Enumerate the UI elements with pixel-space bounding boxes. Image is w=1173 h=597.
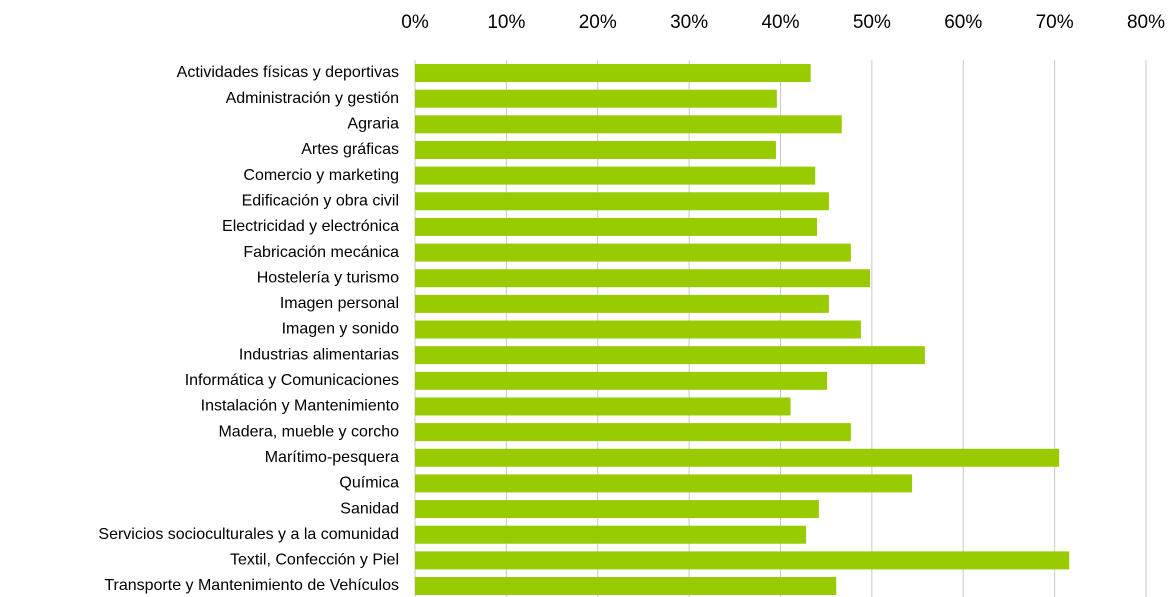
y-tick-label: Comercio y marketing bbox=[243, 167, 399, 184]
y-tick-label: Artes gráficas bbox=[301, 141, 399, 158]
x-tick-label: 0% bbox=[401, 12, 429, 33]
y-tick-label: Imagen personal bbox=[280, 295, 399, 312]
x-tick-label: 70% bbox=[1036, 12, 1074, 33]
y-tick-label: Madera, mueble y corcho bbox=[218, 423, 399, 440]
x-tick-label: 20% bbox=[579, 12, 617, 33]
bar bbox=[415, 192, 829, 211]
bar bbox=[415, 320, 861, 339]
bar bbox=[415, 243, 851, 262]
y-tick-label: Fabricación mecánica bbox=[243, 244, 399, 261]
y-tick-label: Marítimo-pesquera bbox=[265, 449, 399, 466]
bar bbox=[415, 89, 777, 108]
bar bbox=[415, 525, 807, 544]
y-tick-label: Industrias alimentarias bbox=[239, 346, 399, 363]
y-tick-label: Agraria bbox=[347, 116, 399, 133]
y-tick-label: Actividades físicas y deportivas bbox=[177, 64, 399, 81]
x-tick-label: 60% bbox=[944, 12, 982, 33]
y-tick-label: Servicios socioculturales y a la comunid… bbox=[98, 526, 399, 543]
bar bbox=[415, 217, 818, 236]
y-tick-label: Hostelería y turismo bbox=[257, 269, 399, 286]
y-tick-label: Imagen y sonido bbox=[282, 321, 400, 338]
bar bbox=[415, 551, 1070, 570]
bar bbox=[415, 269, 871, 288]
y-tick-label: Informática y Comunicaciones bbox=[185, 372, 399, 389]
bar bbox=[415, 577, 837, 596]
y-tick-label: Textil, Confección y Piel bbox=[230, 552, 399, 569]
y-tick-label: Electricidad y electrónica bbox=[222, 218, 399, 235]
bar bbox=[415, 448, 1060, 467]
y-tick-label: Sanidad bbox=[340, 500, 399, 517]
x-tick-label: 80% bbox=[1127, 12, 1165, 33]
y-tick-label: Edificación y obra civil bbox=[242, 192, 399, 209]
y-tick-label: Instalación y Mantenimiento bbox=[201, 398, 399, 415]
bar bbox=[415, 474, 913, 493]
bar bbox=[415, 397, 791, 416]
bar bbox=[415, 166, 816, 185]
y-tick-label: Química bbox=[339, 475, 399, 492]
bar bbox=[415, 346, 925, 365]
x-tick-label: 50% bbox=[853, 12, 891, 33]
bar bbox=[415, 115, 842, 134]
x-tick-label: 40% bbox=[761, 12, 799, 33]
bar bbox=[415, 64, 811, 83]
x-tick-label: 30% bbox=[670, 12, 708, 33]
bar bbox=[415, 140, 776, 159]
y-tick-label: Transporte y Mantenimiento de Vehículos bbox=[104, 577, 399, 594]
y-tick-label: Administración y gestión bbox=[226, 90, 399, 107]
bar bbox=[415, 294, 829, 313]
bar bbox=[415, 423, 851, 442]
bar bbox=[415, 371, 828, 390]
bar bbox=[415, 500, 819, 519]
x-tick-label: 10% bbox=[487, 12, 525, 33]
